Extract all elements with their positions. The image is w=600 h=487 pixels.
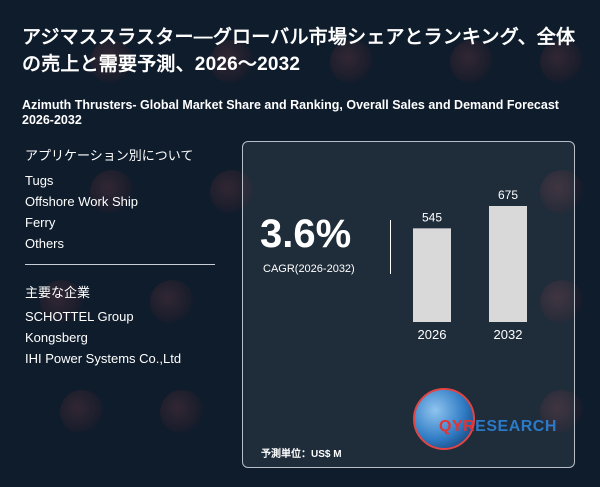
qyresearch-logo: QYRESEARCH: [413, 388, 563, 450]
list-item: SCHOTTEL Group: [25, 309, 134, 324]
companies-heading: 主要な企業: [25, 285, 91, 300]
list-item: Ferry: [25, 215, 56, 230]
globe-icon: [413, 388, 475, 450]
logo-text: QYRESEARCH: [439, 418, 557, 436]
bar-chart: 545 2026 675 2032: [413, 188, 527, 342]
data-label-2026: 545: [422, 210, 442, 224]
section-divider: [25, 264, 215, 265]
logo-research: ESEARCH: [475, 418, 557, 435]
summary-panel: 3.6% CAGR(2026-2032) 545 2026 675 2032 QYRE…: [242, 141, 575, 468]
list-item: IHI Power Systems Co.,Ltd: [25, 351, 182, 366]
tick-label-2026: 2026: [418, 327, 447, 342]
watermark-logo-icon: [160, 390, 204, 434]
vertical-divider: [390, 220, 391, 274]
page-title-english: Azimuth Thrusters- Global Market Share a…: [22, 98, 559, 127]
cagr-value: 3.6%: [260, 212, 352, 256]
watermark-logo-icon: [60, 390, 104, 434]
page-title-japanese: アジマススラスター―グローバル市場シェアとランキング、全体の売上と需要予測、20…: [22, 27, 576, 75]
cagr-label: CAGR(2026-2032): [263, 263, 355, 275]
list-item: Tugs: [25, 173, 54, 188]
applications-heading: アプリケーション別について: [25, 148, 194, 163]
data-label-2032: 675: [498, 188, 518, 202]
tick-label-2032: 2032: [494, 327, 523, 342]
companies-list: SCHOTTEL Group Kongsberg IHI Power Syste…: [25, 306, 181, 369]
list-item: Others: [25, 236, 65, 251]
applications-list: Tugs Offshore Work Ship Ferry Others: [25, 170, 138, 254]
bar-2026: [413, 228, 451, 322]
logo-qyr: QYR: [439, 418, 476, 435]
bar-2032: [489, 206, 527, 322]
list-item: Offshore Work Ship: [25, 194, 138, 209]
list-item: Kongsberg: [25, 330, 88, 345]
unit-label: 予測単位：US$ M: [261, 449, 342, 460]
